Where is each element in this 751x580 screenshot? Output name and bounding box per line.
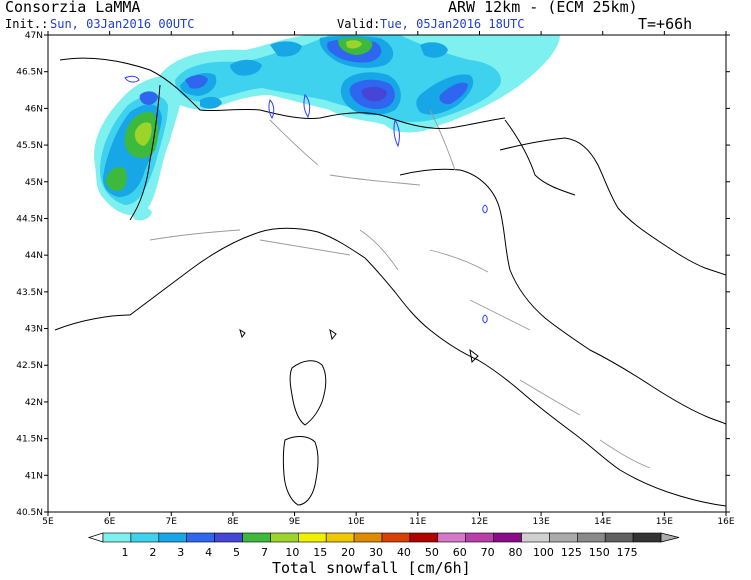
legend-label: 150 [589,546,610,559]
legend-swatch [604,532,634,543]
legend-label: 70 [481,546,495,559]
legend-label: 15 [313,546,327,559]
legend-swatch [214,532,243,543]
legend-label: 4 [205,546,212,559]
lat-tick-label: 43.5N [16,288,43,298]
lat-tick-label: 41.5N [16,435,43,445]
legend-swatch [381,532,411,543]
lat-tick-label: 43N [25,325,43,335]
legend-swatch [632,532,662,543]
lat-tick-label: 46N [25,104,43,114]
legend-label: 40 [397,546,411,559]
lon-tick-label: 12E [471,517,488,527]
lon-tick-label: 13E [533,517,550,527]
legend-label: 50 [425,546,439,559]
region-borders [149,109,651,469]
legend-swatch [465,532,494,543]
snow-area-west-alps [94,75,182,221]
lon-tick-label: 7E [166,517,178,527]
lat-tick-label: 45.5N [16,141,43,151]
legend-arrow-left [87,532,104,543]
legend-label: 125 [561,546,582,559]
legend-swatch [297,532,327,543]
lead-time: T=+66h [638,15,693,33]
map-frame [47,34,727,513]
legend-swatch [158,532,188,543]
legend-swatch [186,532,215,543]
legend-swatch [353,532,383,543]
legend-swatch [493,532,522,543]
lat-tick-label: 42.5N [16,361,43,371]
lat-tick-label: 47N [25,31,43,41]
init-label: Init.: [5,17,49,31]
legend-title: Total snowfall [cm/6h] [272,559,471,577]
legend-label: 2 [149,546,156,559]
snowfall-field [54,35,726,507]
legend-label: 175 [617,546,638,559]
legend-swatch [409,532,439,543]
lon-tick-label: 8E [227,517,239,527]
lon-tick-label: 5E [42,517,54,527]
legend-label: 10 [285,546,299,559]
legend-label: 30 [369,546,383,559]
lon-tick-label: 10E [348,517,365,527]
lon-tick-label: 15E [656,517,673,527]
legend-swatch [130,532,160,543]
legend-swatch [102,532,132,543]
legend-label: 80 [509,546,523,559]
legend-label: 5 [233,546,240,559]
snowfall-legend: 1 2 3 4 5 7 10 15 20 30 40 50 60 70 80 100 125 150 175 [87,532,680,559]
legend-swatch [437,532,466,543]
coastlines [54,137,726,507]
country-borders [59,57,576,221]
lat-tick-label: 40.5N [16,508,43,518]
legend-swatch [549,532,578,543]
legend-label: 60 [453,546,467,559]
legend-label: 7 [261,546,268,559]
legend-label: 3 [177,546,184,559]
legend-swatch [270,532,299,543]
valid-value: Tue, 05Jan2016 18UTC [380,17,525,31]
legend-swatch [242,532,271,543]
longitude-axis: 5E 6E 7E 8E 9E 10E 11E 12E 13E 14E 15E 16E [42,31,735,527]
lon-tick-label: 6E [104,517,116,527]
legend-arrow-right [660,532,680,543]
lon-tick-label: 16E [717,517,734,527]
lat-tick-label: 42N [25,398,43,408]
model-title: ARW 12km - (ECM 25km) [448,0,638,16]
lat-tick-label: 41N [25,471,43,481]
legend-label: 1 [121,546,128,559]
legend-swatch [576,532,606,543]
lat-tick-label: 44.5N [16,214,43,224]
legend-label: 100 [533,546,554,559]
lon-tick-label: 14E [594,517,611,527]
legend-label: 20 [341,546,355,559]
snow-area-north-alps [160,35,560,133]
legend-swatch [325,532,355,543]
valid-label: Valid: [337,17,381,31]
init-value: Sun, 03Jan2016 00UTC [50,17,195,31]
org-title: Consorzia LaMMA [5,0,141,16]
lat-tick-label: 44N [25,251,43,261]
latitude-axis: 47N 46.5N 46N 45.5N 45N 44.5N 44N 43.5N 43N 42.5N… [16,31,730,518]
lon-tick-label: 9E [289,517,301,527]
lat-tick-label: 45N [25,178,43,188]
lon-tick-label: 11E [409,517,426,527]
lakes [124,75,488,324]
lat-tick-label: 46.5N [16,68,43,78]
legend-swatch [521,532,550,543]
